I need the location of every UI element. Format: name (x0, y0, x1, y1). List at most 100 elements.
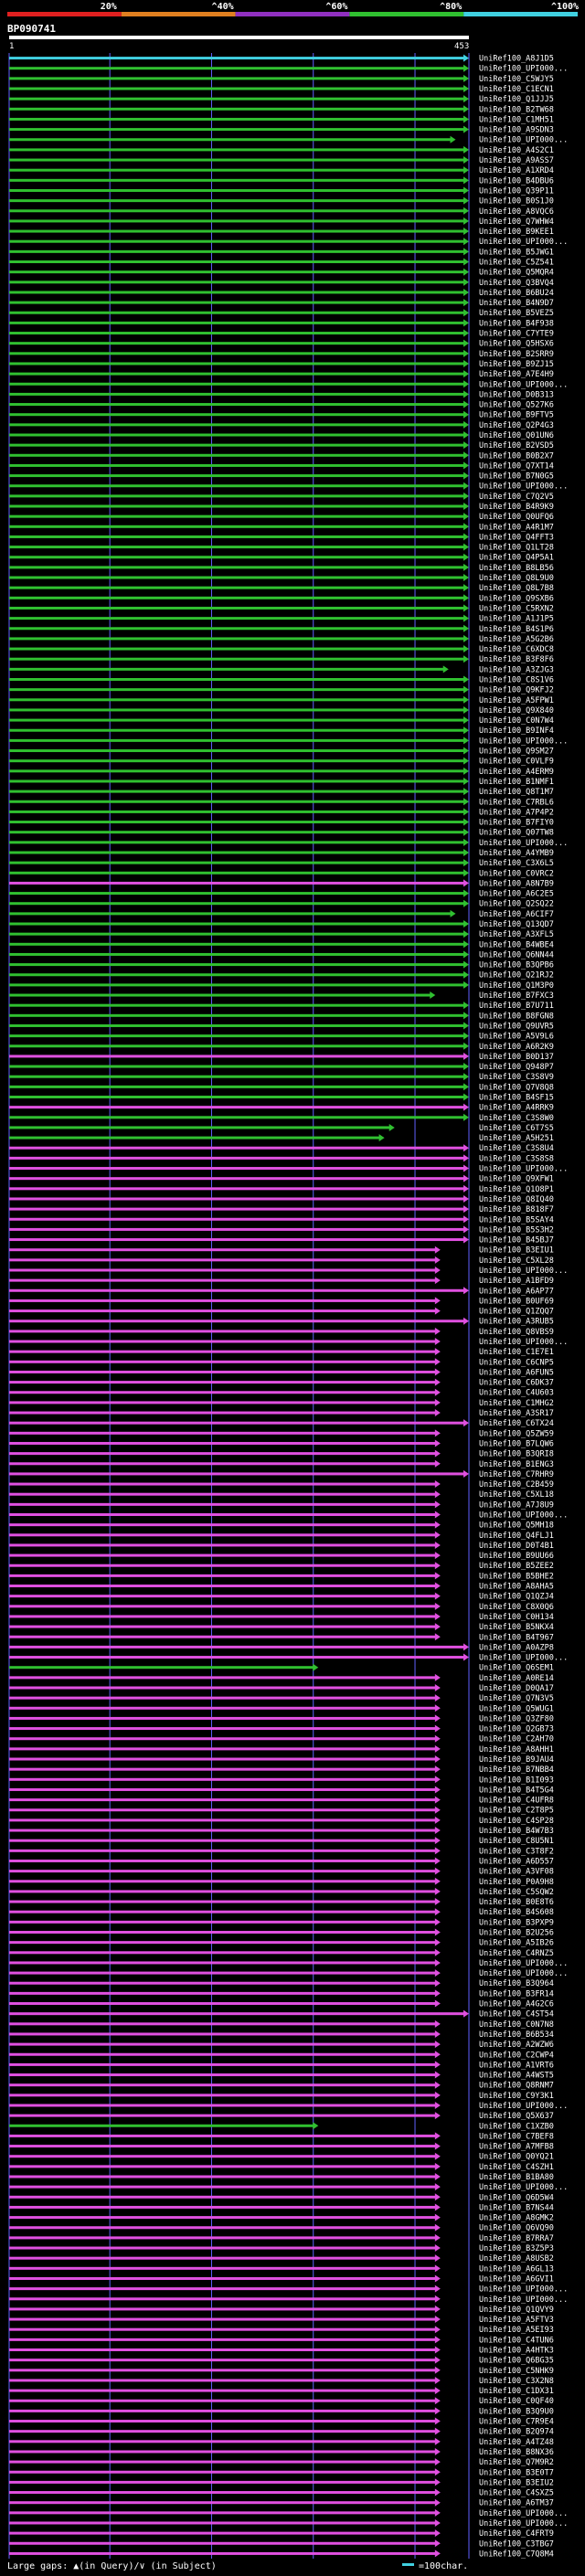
hit-arrow (463, 513, 469, 521)
hit-bar (9, 494, 464, 498)
hit-arrow (434, 2091, 441, 2099)
hit-label: UniRef100_B5NKX4 (479, 1623, 554, 1632)
hit-bar (9, 1075, 464, 1078)
hit-bar (9, 1452, 436, 1456)
hit-bar (9, 678, 464, 681)
hit-label: UniRef100_A9ASS7 (479, 156, 554, 165)
hit-label: UniRef100_C2T8P5 (479, 1807, 554, 1816)
hit-label: UniRef100_A2WZW6 (479, 2041, 554, 2050)
hit-arrow (434, 1948, 441, 1956)
hit-label: UniRef100_A4HTK3 (479, 2347, 554, 2356)
hit-bar (9, 2165, 436, 2168)
hit-label: UniRef100_Q7XT14 (479, 461, 554, 471)
hit-label: UniRef100_A0RE14 (479, 1674, 554, 1683)
hit-bar (9, 1513, 436, 1516)
hit-label: UniRef100_B4F938 (479, 319, 554, 328)
hit-arrow (434, 1358, 441, 1366)
hit-label: UniRef100_A6AP77 (479, 1287, 554, 1296)
hit-arrow (463, 359, 469, 367)
hit-arrow (463, 288, 469, 296)
hit-bar (9, 1156, 464, 1160)
hit-label: UniRef100_Q8RNM7 (479, 2082, 554, 2091)
hit-label: UniRef100_Q9SXB6 (479, 594, 554, 603)
hit-arrow (434, 1572, 441, 1580)
hit-arrow (463, 1012, 469, 1020)
hit-label: UniRef100_Q7WHW4 (479, 217, 554, 227)
hit-bar (9, 2002, 436, 2006)
hit-label: UniRef100_B0D137 (479, 1053, 554, 1062)
hit-arrow (434, 1449, 441, 1458)
hit-label: UniRef100_UPI000... (479, 2285, 568, 2295)
hit-label: UniRef100_A5EI93 (479, 2326, 554, 2335)
hit-arrow (434, 2254, 441, 2263)
hit-label: UniRef100_C1E7E1 (479, 1348, 554, 1357)
hit-arrow (463, 981, 469, 989)
hit-arrow (463, 309, 469, 317)
hit-label: UniRef100_B2U256 (479, 1929, 554, 1938)
hit-bar (9, 617, 464, 620)
hit-label: UniRef100_UPI000... (479, 2102, 568, 2111)
hit-bar (9, 627, 464, 631)
hit-bar (9, 463, 464, 467)
hit-arrow (434, 2041, 441, 2049)
hit-bar (9, 87, 464, 90)
hit-label: UniRef100_A4R1M7 (479, 523, 554, 532)
hit-arrow (434, 1612, 441, 1620)
hit-arrow (463, 451, 469, 460)
hit-label: UniRef100_Q2GB73 (479, 1725, 554, 1734)
hit-arrow (434, 1633, 441, 1641)
hit-label: UniRef100_C0VLF9 (479, 758, 554, 767)
hit-arrow (434, 1928, 441, 1936)
hit-arrow (463, 889, 469, 897)
hit-arrow (463, 390, 469, 398)
hit-bar (9, 851, 464, 854)
hit-arrow (434, 1368, 441, 1376)
hit-bar (9, 2450, 436, 2454)
hit-label: UniRef100_Q5MH18 (479, 1521, 554, 1531)
hit-arrow (463, 299, 469, 307)
hit-bar (9, 790, 464, 793)
hit-bar (9, 2073, 436, 2077)
hit-label: UniRef100_B9ZJ15 (479, 360, 554, 369)
hit-label: UniRef100_B7FIY0 (479, 819, 554, 828)
hit-bar (9, 413, 464, 417)
hit-arrow (463, 196, 469, 205)
hit-bar (9, 453, 464, 457)
hit-arrow (463, 634, 469, 642)
hit-label: UniRef100_C4SZH1 (479, 2163, 554, 2172)
hit-label: UniRef100_C7RBL6 (479, 798, 554, 807)
hit-label: UniRef100_Q07TW8 (479, 829, 554, 838)
hit-label: UniRef100_UPI000... (479, 1165, 568, 1174)
hit-arrow (313, 1663, 319, 1671)
hit-arrow (463, 920, 469, 928)
hit-arrow (434, 1256, 441, 1264)
scale-segment-1 (7, 12, 122, 16)
hit-label: UniRef100_A8J1D5 (479, 55, 554, 64)
hit-bar (9, 1197, 464, 1201)
hit-bar (9, 2460, 436, 2464)
hit-bar (9, 1787, 436, 1791)
hit-bar (9, 821, 464, 824)
hit-arrow (463, 563, 469, 571)
hit-arrow (434, 1776, 441, 1784)
hit-bar (9, 596, 464, 599)
hit-label: UniRef100_A6D557 (479, 1857, 554, 1866)
hit-label: UniRef100_B4R9K9 (479, 503, 554, 512)
hit-label: UniRef100_A6TM37 (479, 2499, 554, 2508)
hit-label: UniRef100_B5JWG1 (479, 248, 554, 257)
hit-bar (9, 2480, 436, 2484)
hit-bar (9, 535, 464, 538)
hit-bar (9, 1381, 436, 1384)
hit-arrow (434, 2244, 441, 2253)
hit-bar (9, 1411, 436, 1415)
hit-bar (9, 443, 464, 447)
hit-bar (9, 1462, 436, 1466)
hit-arrow (463, 1174, 469, 1182)
hit-arrow (434, 1989, 441, 1998)
hit-label: UniRef100_C4TUN6 (479, 2336, 554, 2345)
hit-label: UniRef100_Q1QVY9 (479, 2306, 554, 2315)
hit-arrow (434, 1439, 441, 1447)
hit-arrow (463, 329, 469, 337)
hit-bar (9, 1564, 436, 1567)
hit-arrow (463, 278, 469, 286)
